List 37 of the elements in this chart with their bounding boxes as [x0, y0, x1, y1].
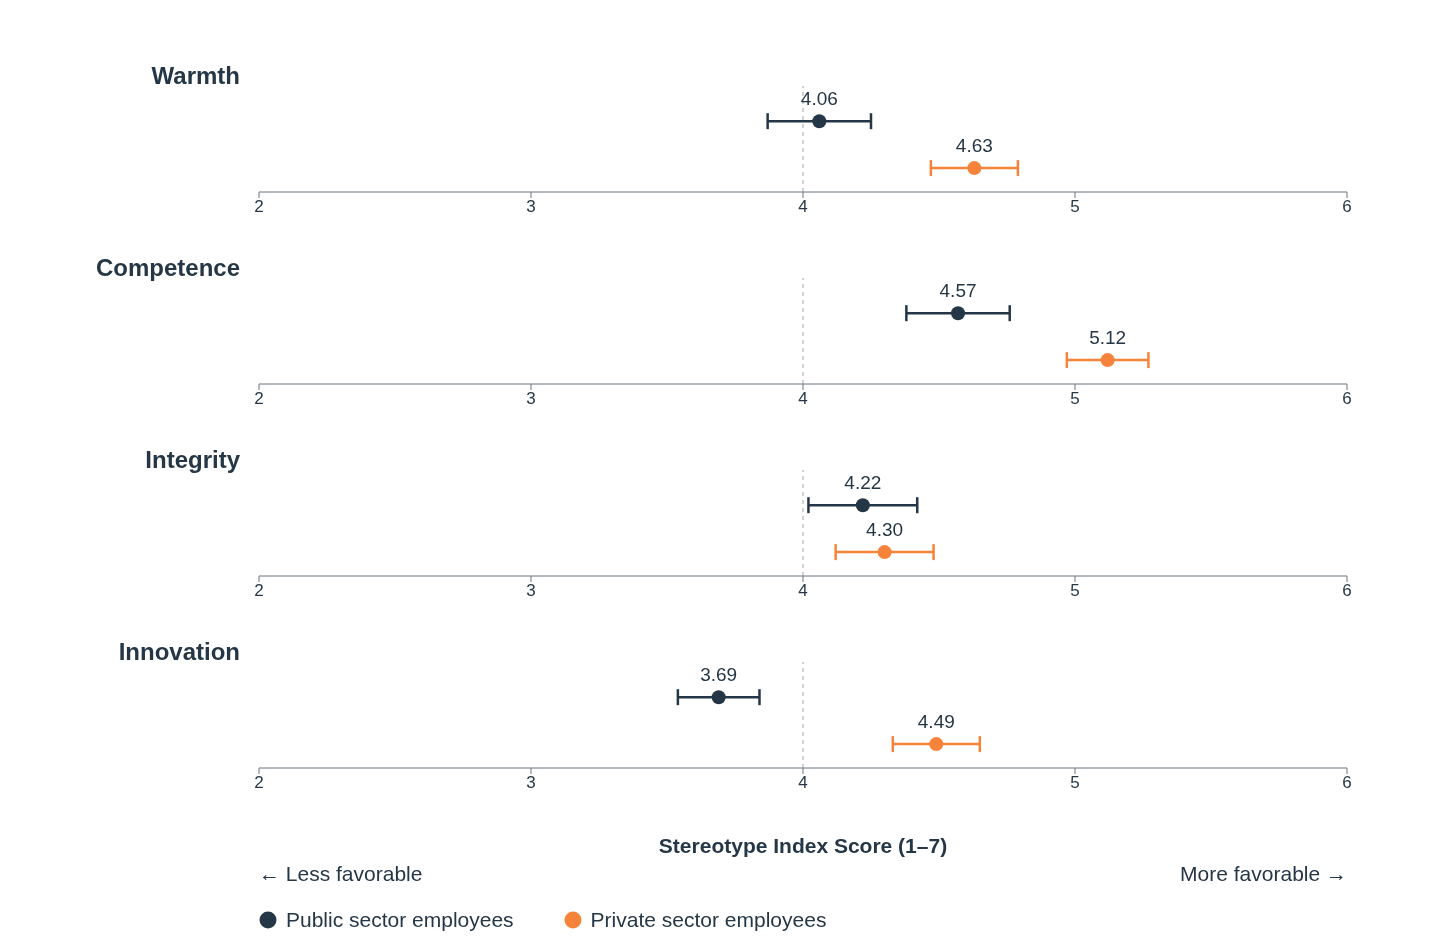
- chart-title: Warmth: [151, 62, 240, 90]
- x-tick-label: 3: [526, 773, 536, 793]
- x-tick-label: 2: [254, 581, 264, 601]
- data-label: 4.63: [955, 134, 993, 156]
- chart-title: Competence: [95, 254, 240, 282]
- data-label: 4.30: [866, 518, 904, 540]
- data-label: 5.12: [1089, 326, 1127, 348]
- x-tick-label: 4: [798, 389, 808, 409]
- data-label: 4.49: [917, 710, 955, 732]
- chart-title: Innovation: [118, 638, 240, 666]
- data-label: 4.22: [844, 471, 882, 493]
- x-tick-label: 3: [526, 581, 536, 601]
- data-label: 4.57: [939, 279, 977, 301]
- chart-title: Integrity: [145, 446, 240, 474]
- x-tick-label: 3: [526, 389, 536, 409]
- x-tick-label: 2: [254, 389, 264, 409]
- x-tick-label: 2: [254, 773, 264, 793]
- x-tick-label: 6: [1342, 389, 1352, 409]
- x-tick-label: 6: [1342, 773, 1352, 793]
- data-label: 3.69: [700, 663, 738, 685]
- x-axis-title: Stereotype Index Score (1–7): [657, 834, 949, 858]
- x-tick-label: 3: [526, 197, 536, 217]
- x-tick-label: 2: [254, 197, 264, 217]
- legend-label: Private sector employees: [589, 908, 827, 932]
- x-tick-label: 5: [1070, 581, 1080, 601]
- x-tick-label: 6: [1342, 197, 1352, 217]
- legend-label: Public sector employees: [285, 908, 514, 932]
- x-tick-label: 5: [1070, 773, 1080, 793]
- text: More favorable →: [1180, 862, 1347, 886]
- x-tick-label: 4: [798, 773, 808, 793]
- x-tick-label: 4: [798, 581, 808, 601]
- x-tick-label: 4: [798, 197, 808, 217]
- data-label: 4.06: [800, 87, 838, 109]
- x-tick-label: 6: [1342, 581, 1352, 601]
- text: ← Less favorable: [259, 862, 423, 886]
- x-tick-label: 5: [1070, 197, 1080, 217]
- x-tick-label: 5: [1070, 389, 1080, 409]
